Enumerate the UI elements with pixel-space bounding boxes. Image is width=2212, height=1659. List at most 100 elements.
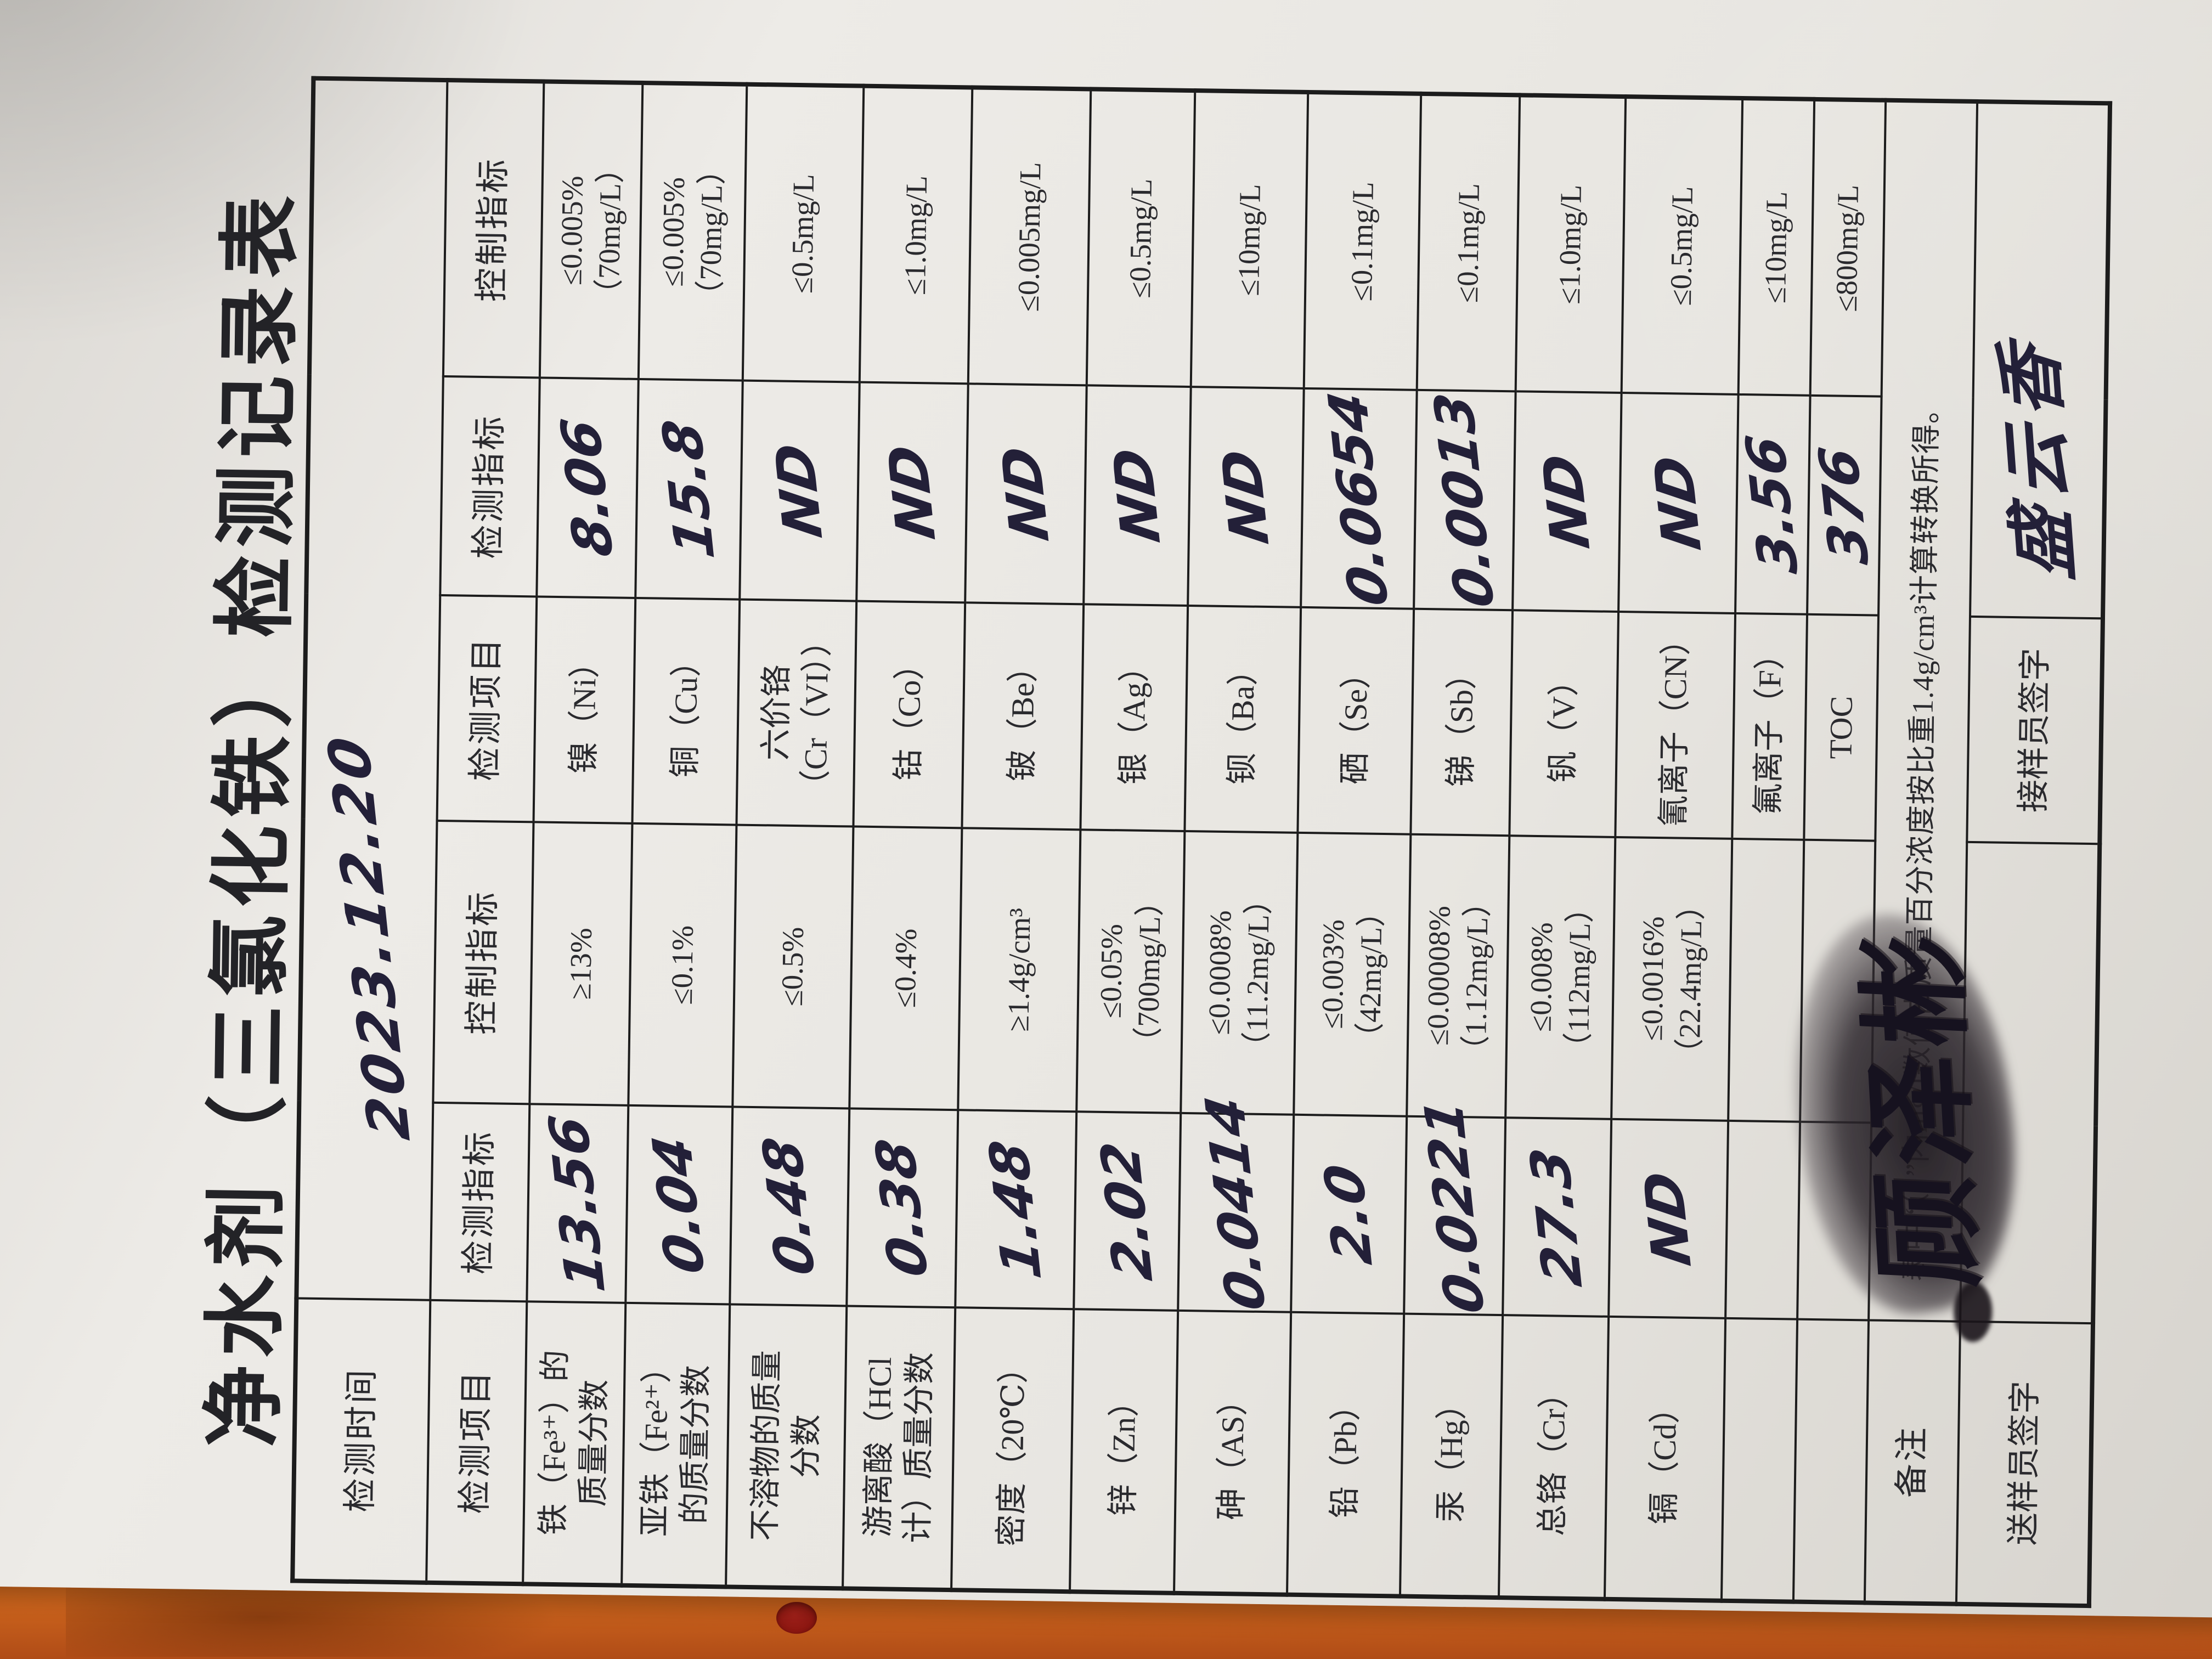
item-cell: 银（Ag） [1080,604,1188,831]
limit-cell: ≤10mg/L [1738,98,1814,396]
remark-label-cell: 备注 [1864,1320,1961,1604]
result-cell: 2.02 [1074,1111,1181,1311]
item-cell: 亚铁（Fe²⁺） 的质量分数 [622,1302,730,1587]
item-cell: 铍（Be） [962,602,1084,830]
limit-cell: ≤800mg/L [1810,99,1886,397]
limit-cell: ≤0.05% （700mg/L） [1076,830,1185,1113]
stamp-text: 顾泽彬 [1846,923,1998,1290]
result-cell: 1.48 [955,1110,1077,1310]
limit-cell: ≤0.5mg/L [1621,97,1743,394]
result-cell: 13.56 [527,1104,629,1303]
result-cell: 27.3 [1503,1118,1612,1317]
limit-cell: ≤0.0008% （11.2mg/L） [1181,831,1298,1115]
limit-cell: ≤0.5% [732,825,854,1109]
table-row: 总铬（Cr） 27.3 ≤0.008% （112mg/L） 钒（V） ND ≤1… [1498,95,1626,1599]
receiver-signature: 盛云香 [1988,334,2087,582]
table-row: 密度（20℃） 1.48 ≥1.4g/cm³ 铍（Be） ND ≤0.005mg… [951,87,1091,1592]
time-label-cell: 检测时间 [292,1298,431,1583]
table-row: 镉（Cd） ND ≤0.0016% （22.4mg/L） 氰离子（CN） ND … [1604,97,1743,1601]
table-row-signatures: 送样员签字 接样员签字 盛云香 [1956,101,2111,1606]
item-cell: 密度（20℃） [951,1307,1074,1592]
result-cell: ND [1618,392,1739,613]
result-cell: ND [740,380,860,601]
item-cell: 锌（Zn） [1070,1309,1178,1593]
limit-cell: ≤0.1% [628,823,737,1107]
limit-cell: ≤0.008% （112mg/L） [1505,836,1616,1119]
record-table: 检测时间 2023.12.20 检测项目 检测指标 控制指标 检测项目 检测指标… [290,76,2113,1609]
table-row: 游离酸（HCl 计）质量分数 0.38 ≤0.4% 钴（Co） ND ≤1.0m… [843,86,973,1590]
item-cell: 氟离子（F） [1732,613,1807,840]
result-cell: 0.38 [847,1108,958,1308]
item-cell: 镍（Ni） [533,596,636,823]
result-cell: 3.56 [1734,394,1810,614]
item-cell: 总铬（Cr） [1498,1315,1609,1599]
item-cell: 镉（Cd） [1604,1316,1726,1601]
result-cell: 0.0013 [1414,390,1516,611]
item-cell: 钴（Co） [853,601,966,828]
table-row: 铅（Pb） 2.0 ≤0.003% （42mg/L） 硒（Se） 0.0654 … [1286,92,1421,1596]
result-cell: ND [1609,1119,1729,1318]
sender-sign-label-cell: 送样员签字 [1956,1321,2094,1606]
item-cell: TOC [1803,614,1879,841]
limit-cell: ≤1.0mg/L [859,86,973,384]
result-cell: ND [1084,385,1191,606]
result-cell: 0.48 [730,1107,850,1306]
item-cell: 游离酸（HCl 计）质量分数 [843,1306,956,1590]
paper-sheet: 净水剂（三氯化铁）检测记录表 检测时间 2023.12.20 检测项目 检测指标… [0,0,2212,1618]
limit-cell: ≥13% [529,822,633,1105]
date-value: 2023.12.20 [314,730,424,1143]
result-cell: 0.0414 [1178,1093,1294,1314]
limit-cell: ≤0.1mg/L [1304,92,1421,390]
limit-cell: ≤0.005% （70mg/L） [539,81,643,379]
limit-cell: ≤0.003% （42mg/L） [1294,832,1411,1116]
col-header-result1: 检测指标 [430,1102,530,1302]
result-cell: 0.04 [625,1105,733,1305]
result-cell: ND [856,382,968,603]
col-header-result2: 检测指标 [440,376,540,597]
item-cell: 汞（Hg） [1400,1313,1503,1598]
result-cell: ND [1188,387,1304,607]
table-row: 亚铁（Fe²⁺） 的质量分数 0.04 ≤0.1% 铜（Cu） 15.8 ≤0.… [622,83,747,1587]
item-cell: 铜（Cu） [632,597,740,825]
receiver-sign-label-cell: 接样员签字 [1967,616,2103,844]
table-row: 不溶物的质量 分数 0.48 ≤0.5% 六价铬 （Cr（VI）） ND ≤0.… [726,84,864,1589]
limit-cell: ≥1.4g/cm³ [958,828,1081,1112]
item-cell: 锑（Sb） [1410,608,1513,836]
item-cell: 铅（Pb） [1286,1312,1404,1596]
table-row: 锌（Zn） 2.02 ≤0.05% （700mg/L） 银（Ag） ND ≤0.… [1070,89,1195,1593]
item-cell: 不溶物的质量 分数 [726,1304,847,1589]
result-cell: ND [1513,391,1622,612]
table-row-time: 检测时间 2023.12.20 [292,78,448,1583]
limit-cell: ≤0.5mg/L [742,84,864,382]
limit-cell: ≤0.4% [849,826,962,1110]
item-cell: 钡（Ba） [1184,605,1301,833]
item-cell [1721,1318,1797,1602]
sender-stamp: 顾泽彬 [1770,900,2039,1342]
limit-cell: ≤0.00008% （1.12mg/L） [1407,834,1510,1118]
limit-cell: ≤0.005mg/L [968,87,1091,386]
table-row: 砷（AS） 0.0414 ≤0.0008% （11.2mg/L） 钡（Ba） N… [1174,91,1308,1595]
col-header-control1: 控制指标 [433,820,534,1104]
col-header-item2: 检测项目 [437,595,537,822]
receiver-signature-cell: 盛云香 [1970,101,2111,619]
result-cell: 376 [1807,395,1882,616]
limit-cell: ≤0.1mg/L [1417,93,1520,392]
result-cell: 2.0 [1291,1114,1407,1314]
item-cell: 钒（V） [1509,610,1619,837]
limit-cell: ≤0.0016% （22.4mg/L） [1611,837,1733,1121]
item-cell: 氰离子（CN） [1615,611,1736,839]
item-cell [1793,1319,1869,1603]
folder-hole [776,1602,817,1634]
item-cell: 铁（Fe³⁺）的 质量分数 [523,1301,626,1585]
col-header-item1: 检测项目 [426,1300,527,1584]
limit-cell: ≤0.5mg/L [1086,89,1195,387]
limit-cell: ≤1.0mg/L [1515,95,1626,393]
limit-cell: ≤0.005% （70mg/L） [638,83,747,381]
result-cell: 0.0654 [1301,388,1417,609]
item-cell: 砷（AS） [1174,1310,1291,1595]
col-header-control2: 控制指标 [443,80,544,378]
result-cell: 8.06 [537,377,639,598]
limit-cell: ≤10mg/L [1190,91,1308,388]
